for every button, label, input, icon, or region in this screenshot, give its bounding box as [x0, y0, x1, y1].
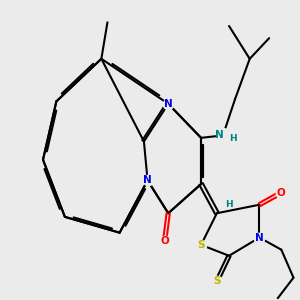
Text: N: N: [215, 130, 224, 140]
Text: S: S: [197, 240, 205, 250]
Text: S: S: [213, 276, 220, 286]
Text: N: N: [143, 176, 152, 185]
Text: O: O: [277, 188, 286, 198]
Text: H: H: [229, 134, 237, 143]
Text: H: H: [225, 200, 233, 209]
Text: O: O: [160, 236, 169, 246]
Text: N: N: [255, 232, 264, 242]
Text: N: N: [164, 99, 172, 109]
